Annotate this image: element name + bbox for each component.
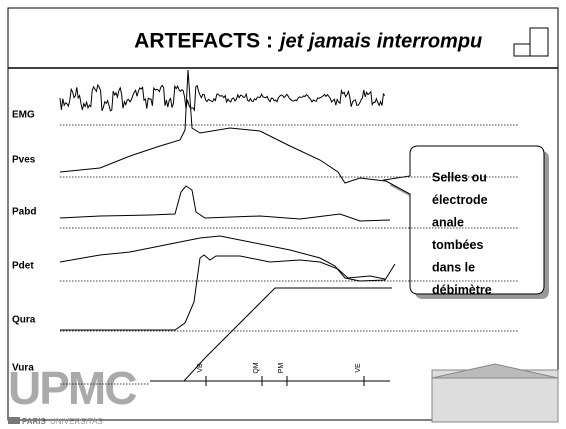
event-label: PM: [278, 363, 285, 374]
slide: ARTEFACTS : jet jamais interrompu Selles…: [0, 0, 566, 429]
callout-line: anale: [432, 215, 464, 229]
event-label: VB: [197, 363, 204, 373]
channel-label: Pabd: [12, 207, 36, 218]
channel-label: Qura: [12, 315, 36, 326]
logo-mark: [8, 417, 20, 424]
logo-universitas: UNIVERSITAS: [50, 417, 103, 426]
title-italic: jet jamais interrompu: [277, 30, 482, 52]
logo-paris: PARIS: [22, 417, 47, 426]
channel-label: EMG: [12, 110, 35, 121]
channel-label: Pdet: [12, 261, 34, 272]
callout-line: dans le: [432, 260, 475, 274]
channel-label: Pves: [12, 155, 36, 166]
title-main: ARTEFACTS :: [134, 30, 273, 53]
channel-label: Vura: [12, 363, 34, 374]
callout-line: débimètre: [432, 283, 492, 297]
page: ARTEFACTS : jet jamais interrompu Selles…: [0, 0, 566, 429]
building: [432, 364, 558, 422]
event-label: VE: [355, 363, 362, 373]
callout-line: tombées: [432, 238, 483, 252]
callout-line: électrode: [432, 193, 488, 207]
event-label: QM: [253, 362, 260, 373]
